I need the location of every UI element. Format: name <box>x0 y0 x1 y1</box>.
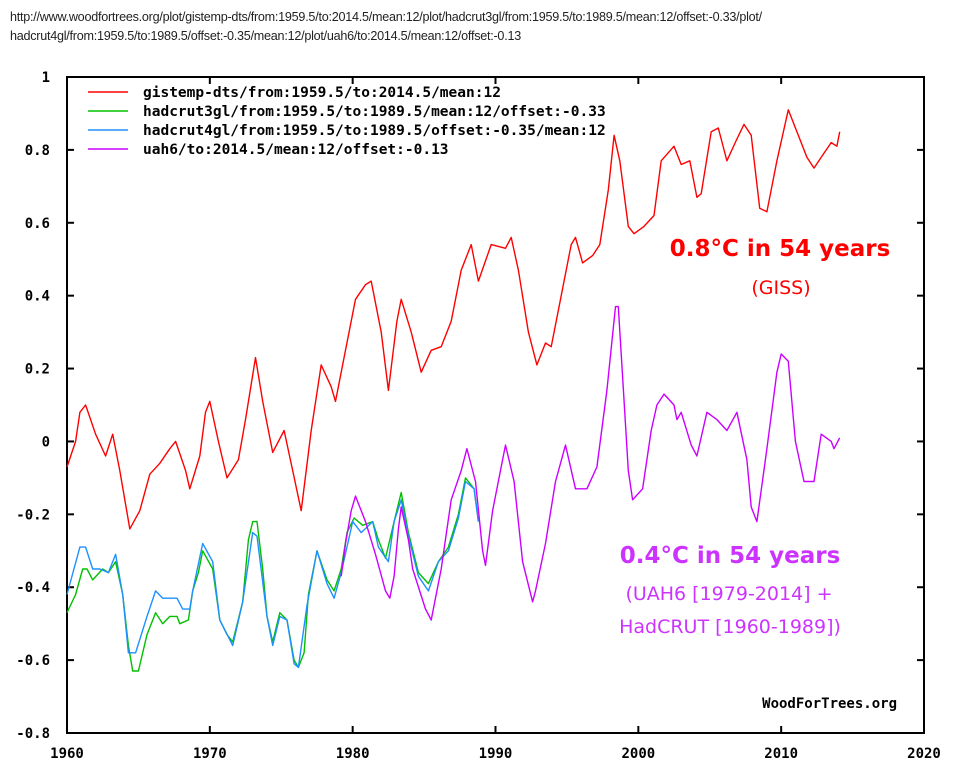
series-line-3 <box>340 305 841 621</box>
y-tick-label: 0.4 <box>25 289 50 305</box>
annotation-0: 0.8°C in 54 years <box>670 236 891 262</box>
legend-label-1: hadcrut3gl/from:1959.5/to:1989.5/mean:12… <box>143 104 606 120</box>
x-tick-label: 1970 <box>193 746 227 762</box>
plot-url-line-1: http://www.woodfortrees.org/plot/gistemp… <box>10 10 762 24</box>
y-tick-label: 0.6 <box>25 216 50 232</box>
y-tick-label: 1 <box>42 70 50 86</box>
plot-url-line-2: hadcrut4gl/from:1959.5/to:1989.5/offset:… <box>10 29 521 43</box>
y-tick-label: -0.8 <box>16 726 50 742</box>
x-tick-label: 1960 <box>50 746 84 762</box>
annotation-3: (UAH6 [1979-2014] + <box>625 583 832 605</box>
series-line-0 <box>66 109 841 530</box>
legend-label-3: uah6/to:2014.5/mean:12/offset:-0.13 <box>143 142 449 158</box>
y-tick-label: -0.2 <box>16 507 50 523</box>
legend-label-0: gistemp-dts/from:1959.5/to:2014.5/mean:1… <box>143 85 501 101</box>
series-line-2 <box>66 480 480 669</box>
y-tick-label: 0 <box>42 434 50 450</box>
y-tick-label: -0.4 <box>16 580 50 596</box>
annotation-4: HadCRUT [1960-1989]) <box>619 616 841 638</box>
y-tick-label: 0.2 <box>25 362 50 378</box>
x-tick-label: 1980 <box>336 746 370 762</box>
x-tick-label: 1990 <box>479 746 513 762</box>
y-tick-label: -0.6 <box>16 653 50 669</box>
annotation-2: 0.4°C in 54 years <box>620 543 841 569</box>
annotation-1: (GISS) <box>751 277 810 299</box>
legend-label-2: hadcrut4gl/from:1959.5/to:1989.5/offset:… <box>143 123 606 139</box>
y-tick-label: 0.8 <box>25 143 50 159</box>
x-tick-label: 2010 <box>764 746 798 762</box>
watermark: WoodForTrees.org <box>762 696 897 712</box>
x-tick-label: 2000 <box>621 746 655 762</box>
x-tick-label: 2020 <box>907 746 941 762</box>
